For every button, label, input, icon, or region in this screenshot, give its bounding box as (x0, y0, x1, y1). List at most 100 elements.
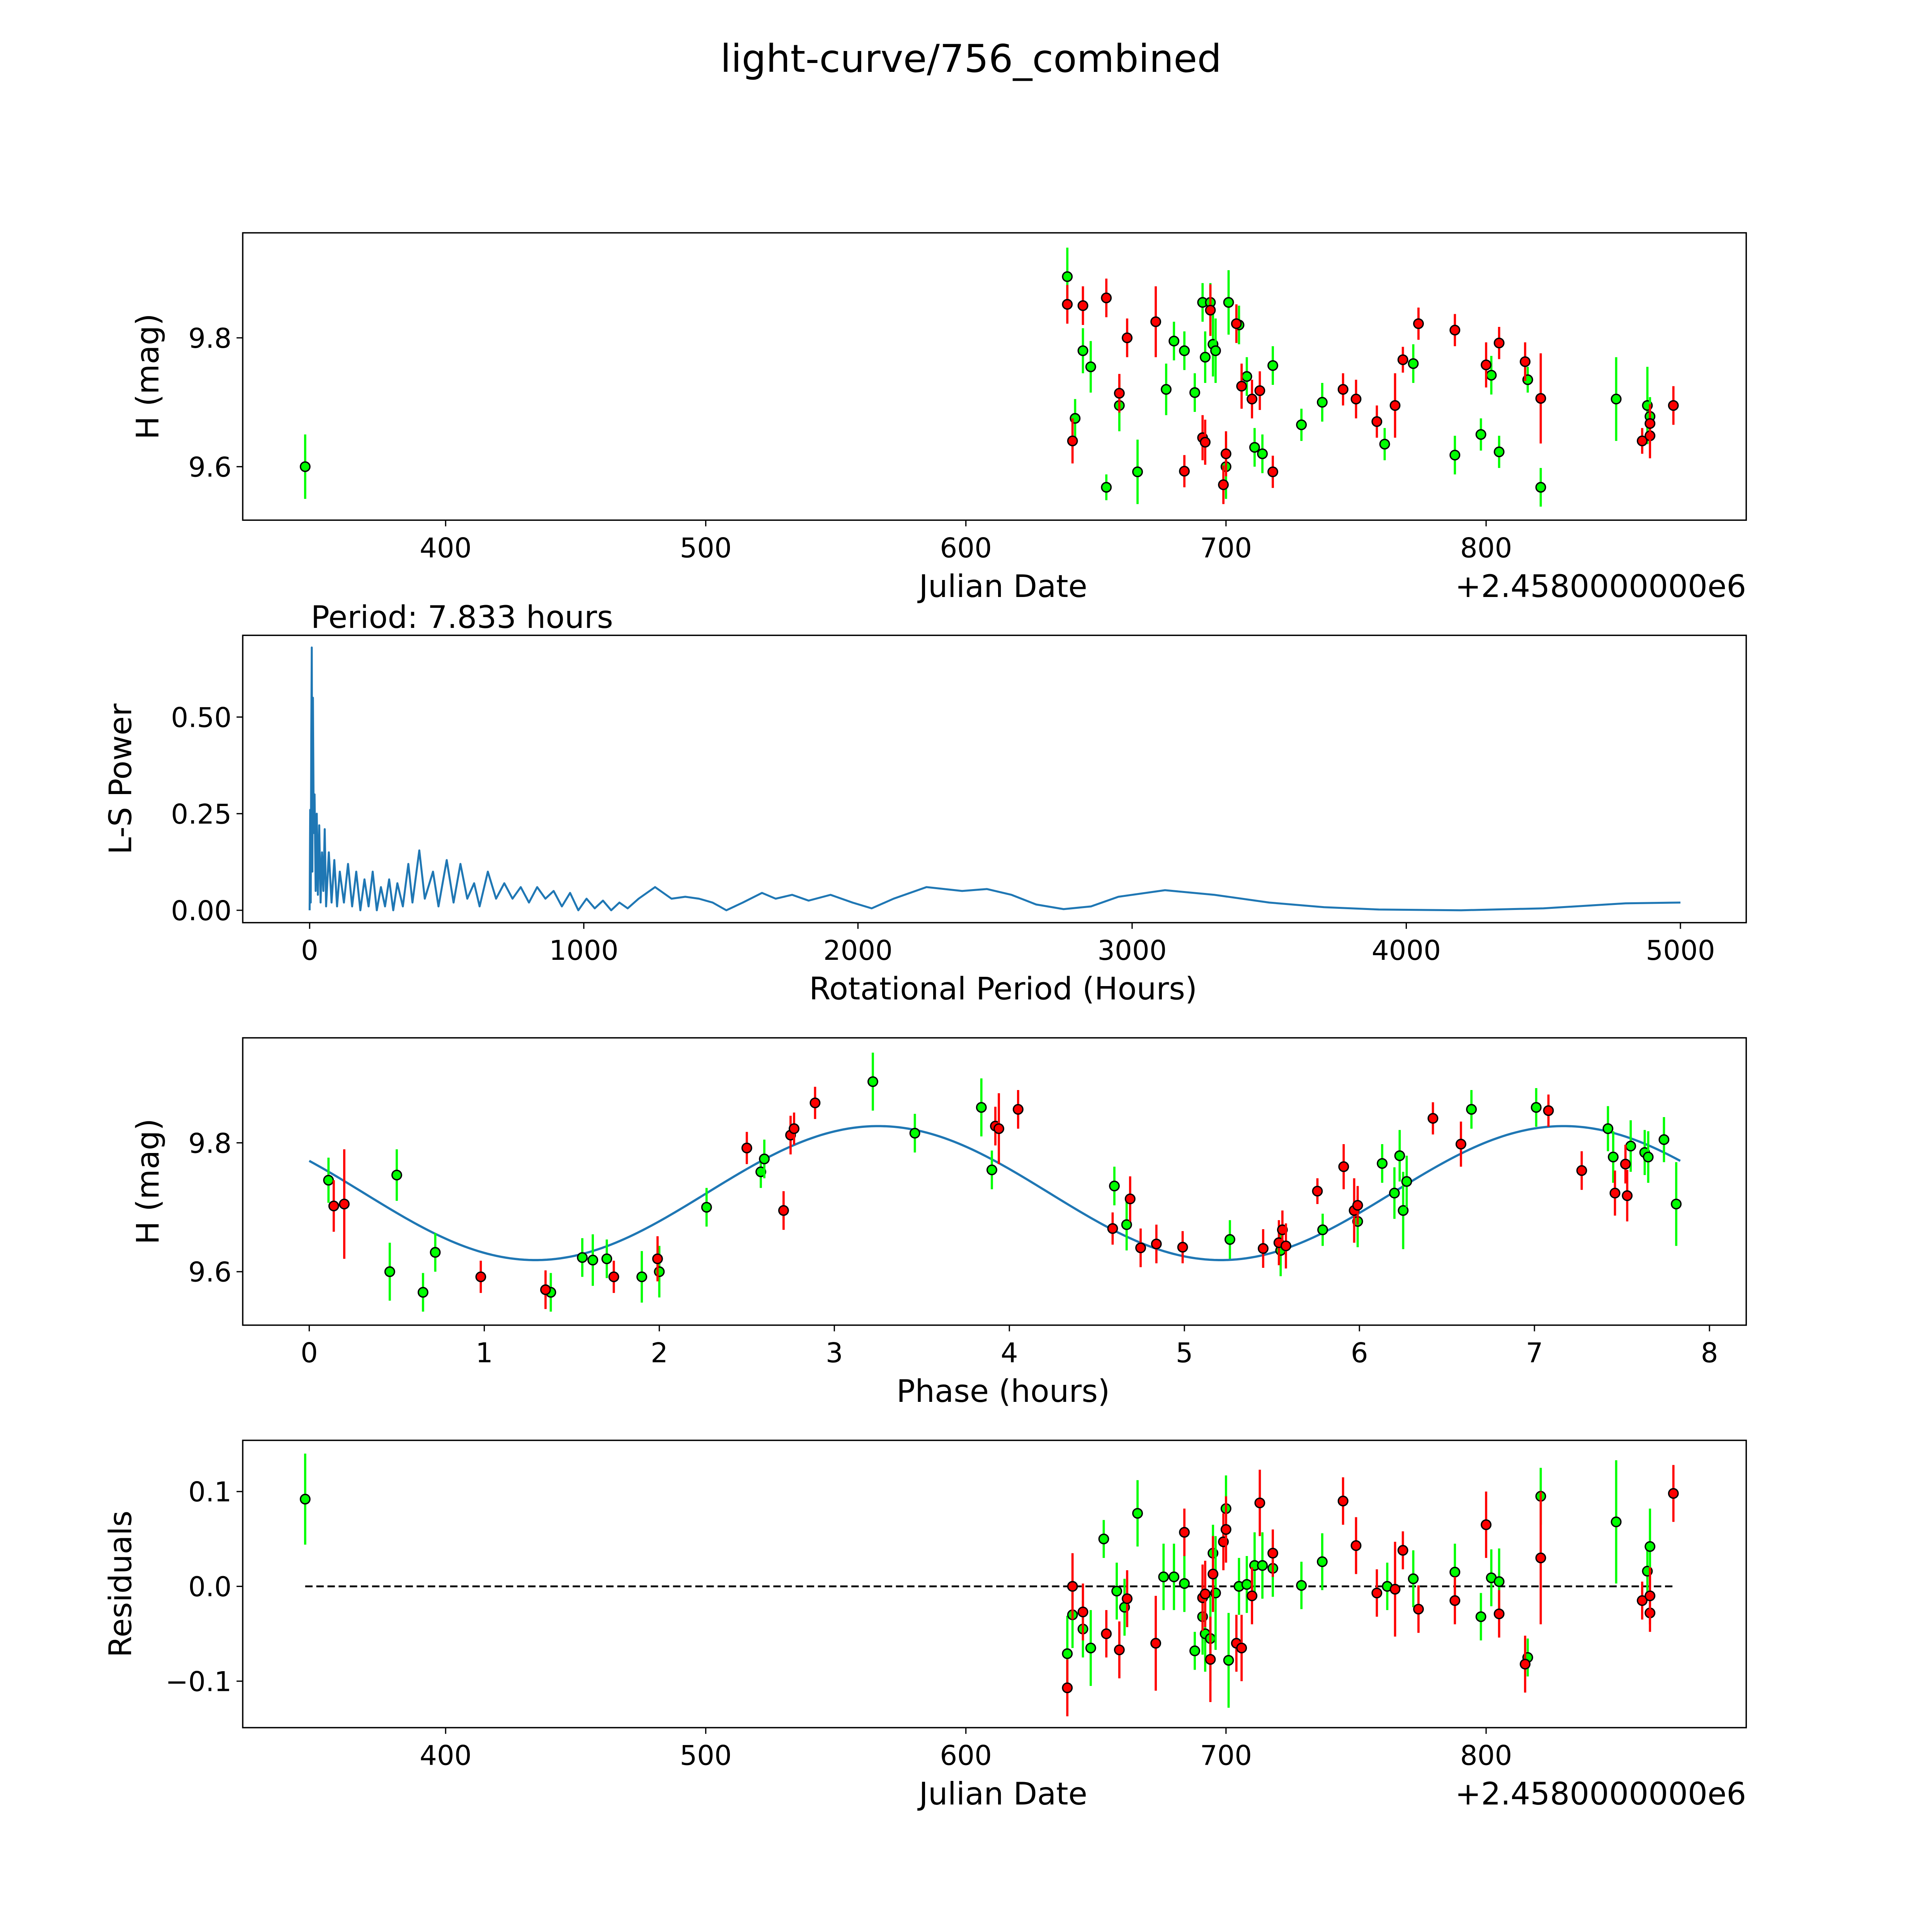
marker (1493, 337, 1505, 349)
x-offset-label: +2.4580000000e6 (1455, 1776, 1747, 1812)
marker (1179, 466, 1190, 477)
y-tick-label: 9.8 (188, 1128, 231, 1159)
data-point-red (1481, 342, 1492, 388)
marker (1658, 1134, 1670, 1145)
data-point-green (1168, 321, 1180, 361)
marker (587, 1255, 599, 1266)
data-point-green (1161, 364, 1172, 415)
data-point-red (1067, 1553, 1078, 1620)
plot-area (299, 1453, 1679, 1716)
y-tick-label: 0.25 (171, 798, 231, 830)
data-point-red (1280, 1223, 1291, 1269)
data-point-red (1535, 1492, 1546, 1624)
data-point-green (1394, 1130, 1405, 1182)
marker (1475, 429, 1486, 440)
data-point-red (1389, 373, 1401, 438)
x-axis-label: Julian Date (917, 568, 1087, 604)
data-point-green (1085, 341, 1096, 393)
marker (391, 1170, 402, 1180)
x-tick-label: 1 (476, 1337, 493, 1369)
marker (1225, 1234, 1235, 1245)
marker (417, 1287, 429, 1298)
data-point-green (587, 1234, 599, 1286)
data-point-red (1200, 420, 1211, 465)
marker (789, 1123, 800, 1134)
x-tick-label: 5000 (1646, 935, 1715, 966)
marker (1254, 1497, 1265, 1509)
marker (1151, 1238, 1162, 1250)
data-point-red (1179, 1509, 1190, 1556)
marker (1449, 1595, 1461, 1606)
data-point-green (1535, 468, 1546, 507)
marker (1352, 1200, 1363, 1211)
data-point-green (1179, 1555, 1190, 1612)
data-point-red (1012, 1090, 1024, 1129)
marker (1267, 360, 1278, 371)
marker (755, 1166, 766, 1177)
plot-area (308, 1053, 1682, 1312)
data-point-green (417, 1273, 429, 1312)
data-point-green (1608, 1131, 1619, 1183)
marker (1316, 397, 1328, 408)
marker (1077, 1606, 1088, 1617)
period-annotation: Period: 7.833 hours (311, 599, 613, 635)
marker (654, 1266, 665, 1277)
x-axis-label: Julian Date (917, 1776, 1087, 1812)
data-point-red (1122, 1570, 1133, 1628)
marker (778, 1205, 789, 1216)
data-point-green (759, 1139, 770, 1179)
marker (1475, 1611, 1486, 1622)
data-point-red (1427, 1102, 1439, 1134)
data-point-green (1671, 1162, 1682, 1246)
marker (1296, 1580, 1307, 1591)
marker (1189, 387, 1201, 398)
data-point-red (1397, 1531, 1408, 1570)
x-offset-label: +2.4580000000e6 (1455, 568, 1747, 604)
data-point-red (1455, 1121, 1466, 1167)
marker (475, 1271, 486, 1282)
data-point-green (1132, 1480, 1143, 1547)
data-point-green (1200, 331, 1211, 383)
data-point-green (1223, 1613, 1234, 1708)
data-point-red (1077, 1583, 1088, 1641)
periodogram-line (308, 646, 1680, 912)
data-point-green (1408, 1550, 1419, 1607)
x-tick-label: 400 (420, 1740, 472, 1771)
x-tick-label: 1000 (549, 935, 618, 966)
data-point-green (1602, 1106, 1614, 1151)
x-tick-label: 700 (1200, 532, 1252, 564)
data-point-green (1316, 383, 1328, 422)
marker (1179, 345, 1190, 356)
marker (1543, 1105, 1554, 1116)
marker (1257, 448, 1268, 459)
marker (323, 1175, 334, 1186)
data-point-green (1257, 1532, 1268, 1599)
marker (1611, 393, 1622, 405)
data-point-green (299, 1453, 311, 1545)
data-point-red (1062, 1659, 1073, 1716)
data-point-green (1168, 1544, 1180, 1610)
marker (1062, 271, 1073, 282)
panel-periodogram: 0 1000 2000 3000 4000 5000 0.00 0.25 0.50 Rotatio… (103, 599, 1747, 1007)
marker (1241, 1579, 1252, 1590)
data-point-green (391, 1149, 402, 1201)
data-point-green (1401, 1156, 1412, 1208)
data-point-green (636, 1251, 647, 1303)
marker (1668, 400, 1679, 411)
marker (1493, 1608, 1505, 1619)
marker (1486, 370, 1497, 381)
marker (1101, 1628, 1112, 1639)
marker (652, 1253, 663, 1264)
y-axis-label: Residuals (103, 1510, 139, 1657)
x-tick-label: 0 (301, 1337, 318, 1369)
data-point-green (1241, 357, 1252, 396)
marker (1109, 1180, 1120, 1192)
data-point-green (1257, 434, 1268, 473)
marker (1397, 1545, 1408, 1556)
marker (1350, 393, 1362, 405)
marker (1531, 1102, 1542, 1113)
data-point-red (328, 1180, 339, 1232)
x-tick-label: 6 (1351, 1337, 1368, 1369)
marker (1062, 1682, 1073, 1694)
x-tick-label: 600 (940, 532, 992, 564)
